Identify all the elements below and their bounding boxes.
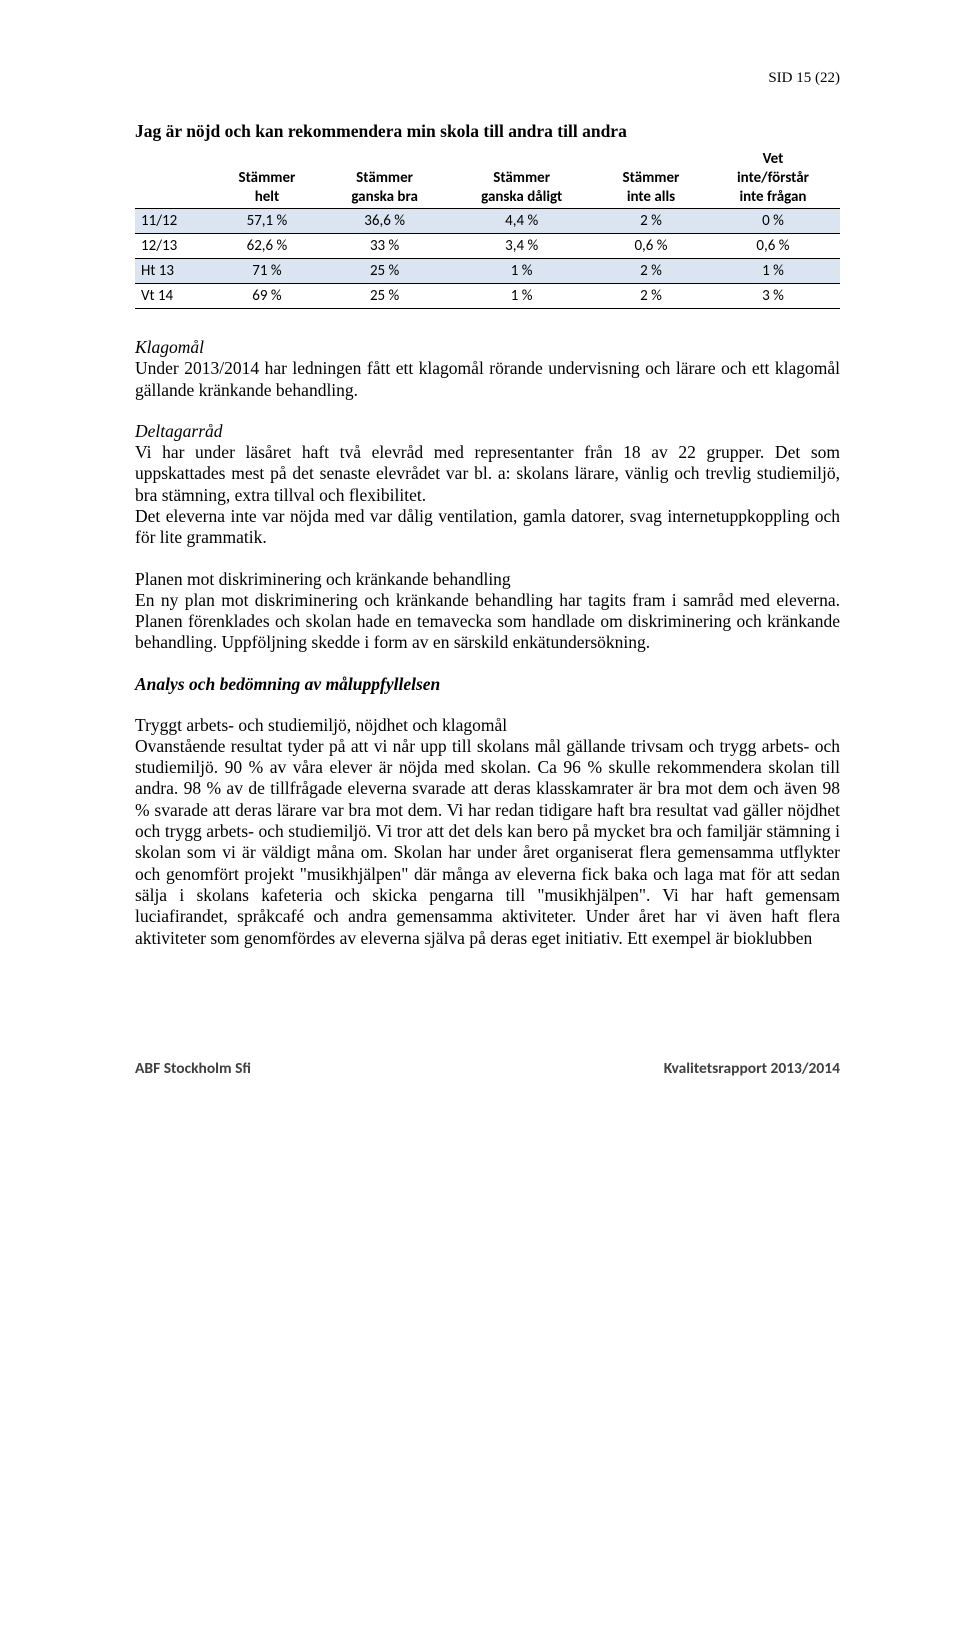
table-cell: 0 % — [706, 209, 840, 234]
table-cell: 2 % — [596, 284, 706, 309]
table-cell: 1 % — [447, 284, 596, 309]
table-cell: 0,6 % — [706, 234, 840, 259]
col-header-5: Vet inte/förstår inte frågan — [706, 148, 840, 209]
row-label: 12/13 — [135, 234, 212, 259]
table-cell: 1 % — [447, 259, 596, 284]
page-number: SID 15 (22) — [135, 70, 840, 87]
analys-heading: Analys och bedömning av måluppfyllelsen — [135, 674, 840, 695]
table-cell: 69 % — [212, 284, 322, 309]
table-cell: 2 % — [596, 259, 706, 284]
table-row: Ht 13 71 % 25 % 1 % 2 % 1 % — [135, 259, 840, 284]
table-title: Jag är nöjd och kan rekommendera min sko… — [135, 121, 840, 142]
col-header-3: Stämmer ganska dåligt — [447, 148, 596, 209]
table-cell: 62,6 % — [212, 234, 322, 259]
col-header-text: Vet — [763, 150, 784, 168]
analys-subhead: Tryggt arbets- och studiemiljö, nöjdhet … — [135, 715, 840, 736]
table-cell: 3,4 % — [447, 234, 596, 259]
col-header-text: ganska bra — [351, 188, 418, 206]
planen-text: En ny plan mot diskriminering och kränka… — [135, 590, 840, 654]
table-row: Vt 14 69 % 25 % 1 % 2 % 3 % — [135, 284, 840, 309]
table-row: 12/13 62,6 % 33 % 3,4 % 0,6 % 0,6 % — [135, 234, 840, 259]
table-cell: 25 % — [322, 284, 447, 309]
row-label: Vt 14 — [135, 284, 212, 309]
table-cell: 25 % — [322, 259, 447, 284]
col-header-text: helt — [255, 188, 280, 206]
table-cell: 71 % — [212, 259, 322, 284]
document-page: SID 15 (22) Jag är nöjd och kan rekommen… — [0, 0, 960, 1118]
table-body: 11/12 57,1 % 36,6 % 4,4 % 2 % 0 % 12/13 … — [135, 209, 840, 309]
col-header-text: ganska dåligt — [481, 188, 562, 206]
col-header-1: Stämmer helt — [212, 148, 322, 209]
col-header-4: Stämmer inte alls — [596, 148, 706, 209]
table-cell: 36,6 % — [322, 209, 447, 234]
klagomal-heading: Klagomål — [135, 337, 840, 358]
table-cell: 57,1 % — [212, 209, 322, 234]
deltagarrad-p1: Vi har under läsåret haft två elevråd me… — [135, 442, 840, 506]
col-header-text: Stämmer — [239, 169, 296, 187]
page-footer: ABF Stockholm Sfi Kvalitetsrapport 2013/… — [135, 1059, 840, 1078]
deltagarrad-p2: Det eleverna inte var nöjda med var dåli… — [135, 506, 840, 549]
table-cell: 3 % — [706, 284, 840, 309]
col-header-blank — [135, 148, 212, 209]
footer-left: ABF Stockholm Sfi — [135, 1059, 251, 1078]
table-row: 11/12 57,1 % 36,6 % 4,4 % 2 % 0 % — [135, 209, 840, 234]
col-header-text: Stämmer — [623, 169, 680, 187]
col-header-2: Stämmer ganska bra — [322, 148, 447, 209]
table-cell: 33 % — [322, 234, 447, 259]
table-cell: 0,6 % — [596, 234, 706, 259]
footer-right: Kvalitetsrapport 2013/2014 — [664, 1059, 840, 1078]
table-cell: 4,4 % — [447, 209, 596, 234]
klagomal-text: Under 2013/2014 har ledningen fått ett k… — [135, 358, 840, 401]
deltagarrad-heading: Deltagarråd — [135, 421, 840, 442]
table-header: Stämmer helt Stämmer ganska bra Stämmer … — [135, 148, 840, 209]
row-label: Ht 13 — [135, 259, 212, 284]
planen-heading: Planen mot diskriminering och kränkande … — [135, 569, 840, 590]
table-cell: 2 % — [596, 209, 706, 234]
col-header-text: Stämmer — [356, 169, 413, 187]
analys-text: Ovanstående resultat tyder på att vi når… — [135, 736, 840, 949]
row-label: 11/12 — [135, 209, 212, 234]
col-header-text: inte alls — [627, 188, 675, 206]
col-header-text: inte/förstår — [737, 169, 809, 187]
table-cell: 1 % — [706, 259, 840, 284]
data-table: Stämmer helt Stämmer ganska bra Stämmer … — [135, 148, 840, 309]
col-header-text: Stämmer — [493, 169, 550, 187]
col-header-text: inte frågan — [739, 188, 806, 206]
